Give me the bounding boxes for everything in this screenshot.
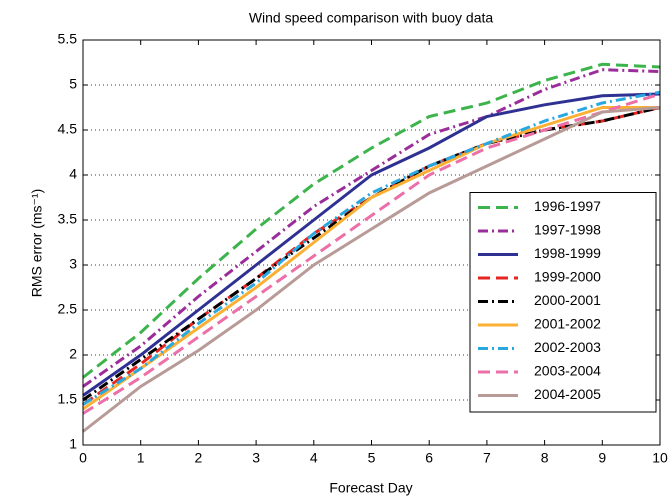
x-axis-label: Forecast Day bbox=[329, 480, 412, 496]
y-axis-label: RMS error (ms⁻¹) bbox=[29, 189, 45, 298]
x-tick-label: 9 bbox=[598, 450, 606, 466]
chart-title: Wind speed comparison with buoy data bbox=[249, 10, 494, 26]
y-tick-label: 3 bbox=[69, 256, 77, 272]
legend-label: 2001-2002 bbox=[534, 316, 601, 332]
y-tick-label: 3.5 bbox=[58, 211, 78, 227]
series-line bbox=[82, 92, 661, 415]
legend-label: 1998-1999 bbox=[534, 245, 601, 261]
x-tick-label: 3 bbox=[252, 450, 260, 466]
y-tick-label: 4 bbox=[69, 166, 77, 182]
series-line bbox=[82, 62, 661, 379]
legend-label: 2000-2001 bbox=[534, 292, 601, 308]
series-line bbox=[82, 106, 661, 433]
y-tick-label: 1 bbox=[69, 436, 77, 452]
y-tick-label: 1.5 bbox=[58, 391, 78, 407]
x-tick-label: 4 bbox=[310, 450, 318, 466]
legend-label: 1997-1998 bbox=[534, 222, 601, 238]
series-line bbox=[82, 92, 661, 397]
legend-label: 1996-1997 bbox=[534, 198, 601, 214]
plot-frame bbox=[82, 39, 661, 446]
legend-label: 2003-2004 bbox=[534, 363, 601, 379]
y-tick-label: 4.5 bbox=[58, 121, 78, 137]
legend-label: 1999-2000 bbox=[534, 269, 601, 285]
series-line bbox=[82, 68, 661, 388]
y-tick-label: 5 bbox=[69, 76, 77, 92]
y-tick-label: 5.5 bbox=[58, 31, 78, 47]
series-line bbox=[82, 90, 661, 406]
x-tick-label: 8 bbox=[541, 450, 549, 466]
x-tick-label: 0 bbox=[79, 450, 87, 466]
x-tick-label: 10 bbox=[652, 450, 668, 466]
x-tick-label: 6 bbox=[425, 450, 433, 466]
legend-label: 2002-2003 bbox=[534, 339, 601, 355]
y-tick-label: 2 bbox=[69, 346, 77, 362]
x-tick-label: 1 bbox=[137, 450, 145, 466]
series-line bbox=[82, 106, 661, 406]
x-tick-label: 7 bbox=[483, 450, 491, 466]
y-tick-label: 2.5 bbox=[58, 301, 78, 317]
series-line bbox=[82, 106, 660, 411]
legend-label: 2004-2005 bbox=[534, 386, 601, 402]
x-tick-label: 5 bbox=[368, 450, 376, 466]
x-tick-label: 2 bbox=[195, 450, 203, 466]
